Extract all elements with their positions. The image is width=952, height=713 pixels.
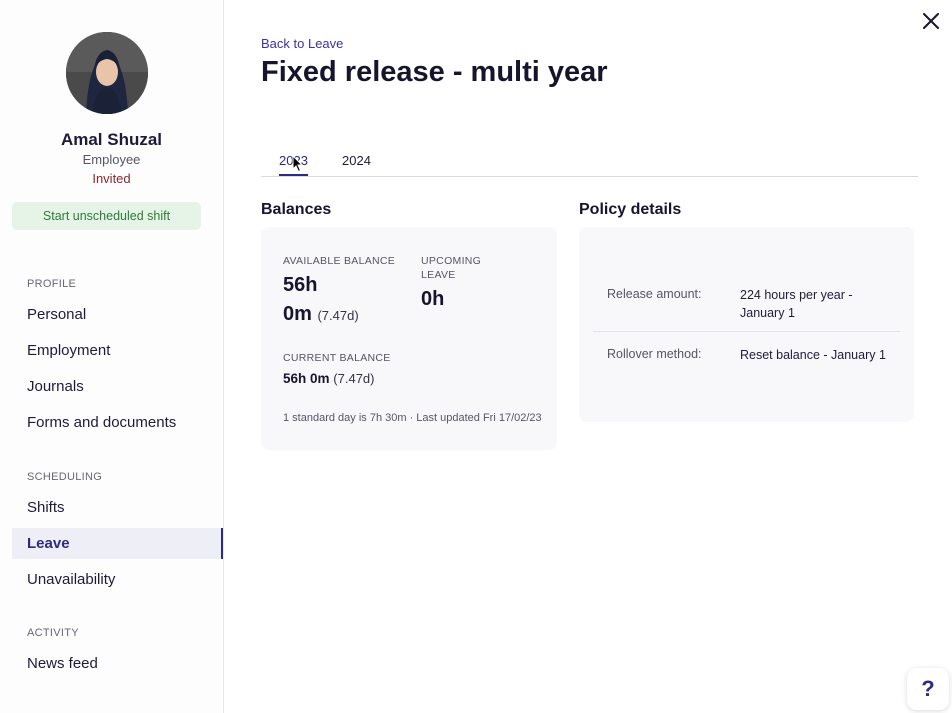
sidebar-item-journals[interactable]: Journals <box>27 378 84 395</box>
help-icon: ? <box>921 676 935 701</box>
user-status: Invited <box>92 171 131 186</box>
upcoming-leave-label-line2: LEAVE <box>421 269 456 281</box>
available-balance-hours: 56h <box>283 274 318 296</box>
balances-card <box>261 227 557 450</box>
policy-details-heading: Policy details <box>579 201 682 218</box>
available-balance-days: (7.47d) <box>317 308 359 323</box>
user-role: Employee <box>82 152 141 167</box>
upcoming-leave-label-line1: UPCOMING <box>421 255 482 267</box>
profile-sidebar: Amal Shuzal Employee Invited Start unsch… <box>0 0 224 713</box>
current-balance-row: 56h 0m (7.47d) <box>283 371 375 386</box>
close-icon <box>923 13 939 29</box>
help-button[interactable]: ? <box>907 668 949 710</box>
sidebar-item-employment[interactable]: Employment <box>27 342 111 359</box>
back-to-leave-link[interactable]: Back to Leave <box>261 36 344 51</box>
policy-divider <box>593 331 900 332</box>
available-balance-label: AVAILABLE BALANCE <box>283 255 396 267</box>
balance-footnote: 1 standard day is 7h 30m · Last updated … <box>283 412 542 424</box>
user-name: Amal Shuzal <box>60 130 163 149</box>
rollover-method-value: Reset balance - January 1 <box>740 348 886 362</box>
available-balance-minutes-row: 0m (7.47d) <box>283 300 359 330</box>
sidebar-item-unavailability[interactable]: Unavailability <box>27 571 116 588</box>
upcoming-leave-value: 0h <box>421 288 445 310</box>
start-unscheduled-shift-button[interactable]: Start unscheduled shift <box>12 202 201 230</box>
current-balance-value: 56h 0m <box>283 371 330 386</box>
sidebar-item-personal[interactable]: Personal <box>27 306 87 323</box>
balances-heading: Balances <box>261 201 332 218</box>
close-button[interactable] <box>918 8 944 34</box>
mouse-cursor-icon <box>292 155 304 173</box>
policy-details-card <box>579 227 914 422</box>
rollover-method-label: Rollover method: <box>607 347 702 361</box>
current-balance-label: CURRENT BALANCE <box>283 352 391 364</box>
page-title: Fixed release - multi year <box>261 56 608 88</box>
current-balance-days: (7.47d) <box>333 371 375 386</box>
tab-2024[interactable]: 2024 <box>342 153 371 168</box>
sidebar-item-leave[interactable]: Leave <box>12 528 223 559</box>
avatar <box>66 32 148 114</box>
release-amount-value: 224 hours per year - January 1 <box>740 288 853 320</box>
avatar-image <box>66 32 148 114</box>
section-label-activity: ACTIVITY <box>27 627 79 639</box>
section-label-profile: PROFILE <box>27 278 77 290</box>
section-label-scheduling: SCHEDULING <box>27 471 103 483</box>
sidebar-item-forms-and-documents[interactable]: Forms and documents <box>27 414 177 431</box>
tabs-divider <box>261 176 918 177</box>
upcoming-leave-label: UPCOMING LEAVE <box>421 254 481 282</box>
sidebar-item-shifts[interactable]: Shifts <box>27 499 65 516</box>
available-balance-minutes: 0m <box>283 303 312 325</box>
sidebar-item-news-feed[interactable]: News feed <box>27 655 98 672</box>
release-amount-label: Release amount: <box>607 287 702 301</box>
